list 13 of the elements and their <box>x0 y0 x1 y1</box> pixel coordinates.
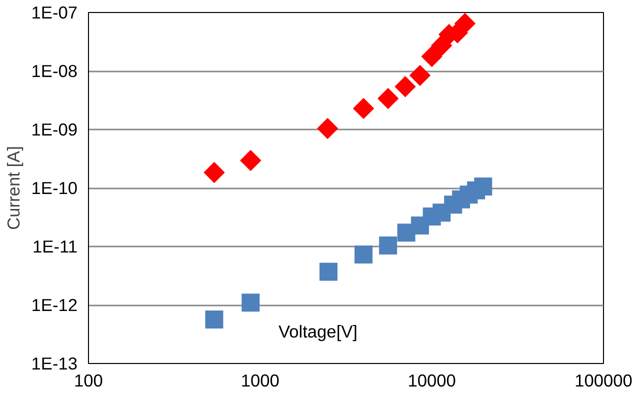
x-tick-label: 100 <box>74 370 103 390</box>
x-tick-label: 10000 <box>408 370 456 390</box>
y-tick-label: 1E-12 <box>31 295 78 315</box>
y-axis-title: Current [A] <box>3 146 24 230</box>
x-tick-label: 100000 <box>574 370 632 390</box>
y-tick-label: 1E-07 <box>31 2 78 22</box>
y-tick-label: 1E-09 <box>31 120 78 140</box>
y-tick-label: 1E-13 <box>31 354 78 374</box>
x-axis-title: Voltage[V] <box>278 322 358 342</box>
y-tick-label: 1E-10 <box>31 178 78 198</box>
y-tick-label: 1E-11 <box>32 236 78 256</box>
y-tick-label: 1E-08 <box>31 61 78 81</box>
x-tick-label: 1000 <box>240 370 280 390</box>
